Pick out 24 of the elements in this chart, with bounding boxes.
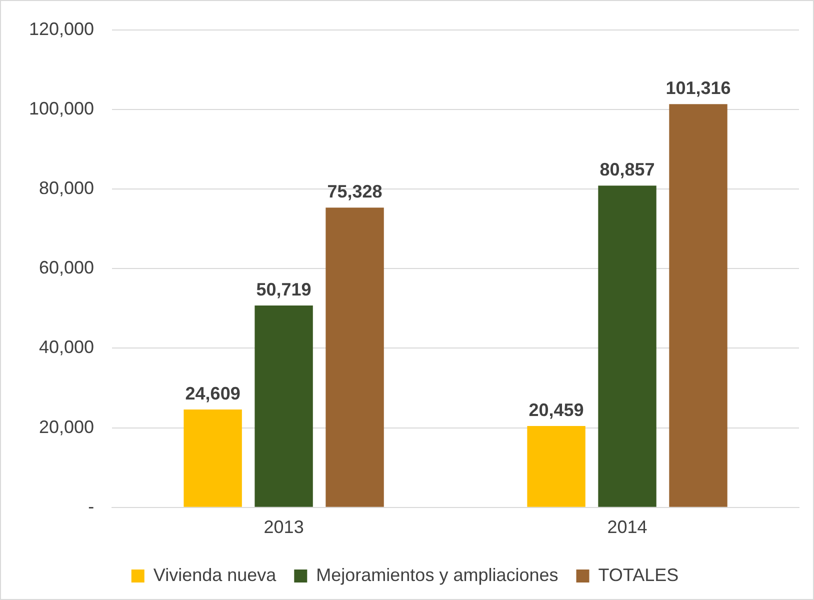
y-tick-label: - — [88, 496, 94, 516]
data-label: 24,609 — [185, 383, 240, 404]
legend-label: TOTALES — [598, 564, 679, 585]
y-tick-label: 60,000 — [39, 258, 94, 278]
data-label: 20,459 — [528, 400, 584, 420]
legend-label: Mejoramientos y ampliaciones — [316, 564, 558, 585]
bar — [527, 426, 586, 507]
bar — [184, 409, 242, 507]
y-tick-label: 100,000 — [28, 98, 94, 118]
bar — [669, 104, 728, 507]
bar — [598, 186, 656, 507]
y-tick-label: 80,000 — [39, 178, 94, 198]
bar — [254, 306, 313, 507]
data-label: 50,719 — [256, 280, 312, 300]
data-label: 80,857 — [600, 160, 655, 180]
y-tick-label: 20,000 — [39, 416, 94, 437]
x-tick-label: 2013 — [264, 517, 304, 538]
legend-label: Vivienda nueva — [153, 564, 278, 585]
x-tick-label: 2014 — [607, 517, 648, 538]
data-label: 75,328 — [327, 182, 382, 202]
data-label: 101,316 — [666, 78, 731, 98]
y-tick-label: 120,000 — [28, 18, 94, 39]
y-tick-label: 40,000 — [39, 337, 94, 358]
bar — [326, 208, 384, 507]
